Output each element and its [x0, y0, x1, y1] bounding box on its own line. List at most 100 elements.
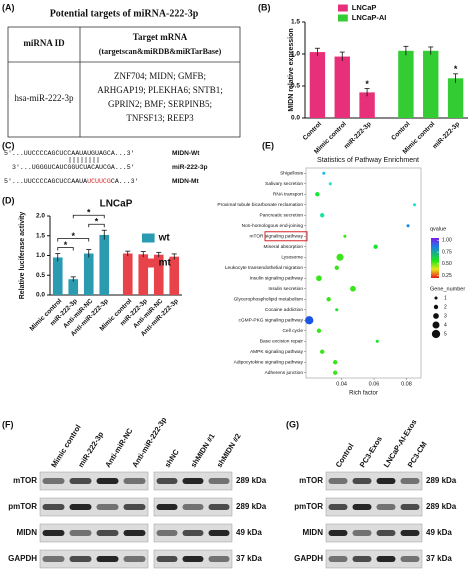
size-key-label: 5	[444, 331, 447, 337]
y-tick-label: 0.5	[36, 272, 45, 279]
row-label: pmTOR	[8, 502, 37, 511]
y-tick-label: 1.0	[36, 252, 45, 259]
column-note: (targetscan&miRDB&miRTarBase)	[99, 47, 222, 56]
comparison-label: *	[87, 208, 91, 218]
comparison-label: *	[95, 217, 99, 227]
legend-title: Gene_number	[430, 286, 465, 292]
blot-strip	[39, 523, 149, 543]
point	[326, 297, 331, 302]
x-axis-label: Rich factor	[349, 391, 378, 397]
y-tick-label: mTOR signaling pathway	[249, 234, 303, 240]
y-tick-label: Insulin signaling pathway	[250, 276, 304, 282]
blot-strip	[325, 497, 423, 517]
table-title: Potential targets of miRNA-222-3p	[50, 8, 199, 19]
y-axis-label: MIDN relative expression	[288, 28, 295, 111]
point	[315, 192, 320, 197]
point	[332, 360, 338, 365]
band	[69, 530, 92, 536]
point	[319, 349, 325, 354]
band	[328, 530, 348, 536]
point	[332, 370, 338, 375]
sequence-part: 3'...UGGGUCAUCGGUCUACAUCGA...5'	[12, 164, 135, 171]
band	[42, 556, 65, 562]
sequence-part: 5'...UUCCCCAGCUCCAAUAUGUAGCA...3'	[4, 150, 135, 157]
colorbar-label: 0.50	[442, 261, 452, 267]
band	[352, 504, 372, 510]
band	[69, 478, 92, 484]
point	[350, 285, 356, 292]
size-key-label: 3	[444, 313, 447, 319]
band	[69, 556, 92, 562]
band	[208, 504, 230, 510]
row-label: MIDN	[17, 528, 38, 537]
band	[376, 478, 396, 484]
y-tick-label: 1.0	[291, 51, 300, 58]
row-label: mTOR	[299, 476, 323, 485]
y-tick-label: 0.0	[36, 292, 45, 299]
legend-title: qvalue	[430, 226, 446, 232]
legend-label: mt	[159, 258, 172, 269]
panel-label: (C)	[2, 140, 15, 150]
legend-swatch	[338, 14, 348, 22]
lane-label: shNC	[163, 447, 181, 469]
bar	[99, 234, 110, 295]
panel-label: (D)	[2, 195, 15, 205]
bar	[153, 254, 164, 295]
panel-label: (B)	[258, 2, 271, 12]
row-label: GAPDH	[294, 554, 323, 563]
band	[208, 530, 230, 536]
y-tick-label: Adherens junction	[265, 370, 304, 376]
band	[156, 478, 178, 484]
lane-label: shMIDN #1	[189, 432, 217, 469]
band	[376, 504, 396, 510]
sequence-name: MIDN-Wt	[172, 150, 200, 157]
bar	[83, 253, 94, 295]
y-tick-label: Proximal tubule bicarbonate reclamation	[217, 202, 303, 208]
point	[406, 224, 410, 228]
y-tick-label: Base excision repair	[260, 339, 304, 345]
band	[208, 478, 230, 484]
legend-swatch	[142, 233, 155, 243]
comparison-label: *	[64, 240, 68, 250]
point	[336, 253, 344, 261]
comparison-label: *	[71, 231, 75, 241]
y-tick-label: AMPK signaling pathway	[250, 349, 304, 355]
size-label: 289 kDa	[426, 476, 457, 485]
column-header: Target mRNA	[133, 32, 188, 42]
band	[42, 530, 65, 536]
bar	[334, 56, 350, 118]
y-tick-label: Glycerophospholipid metabolism	[234, 297, 303, 303]
point	[335, 308, 339, 312]
band	[376, 530, 396, 536]
y-tick-label: cGMP-PKG signaling pathway	[238, 318, 303, 324]
band	[328, 504, 348, 510]
size-key	[433, 304, 439, 310]
y-tick-label: 0.0	[291, 115, 300, 122]
bar	[138, 254, 149, 295]
y-tick-label: Cell cycle	[282, 328, 303, 334]
sequence-part: 5'...UUCCCCAGCUCCAAUA	[4, 178, 87, 185]
legend-swatch	[338, 4, 348, 12]
band	[96, 556, 119, 562]
y-tick-label: Insulin secretion	[268, 286, 303, 292]
point	[316, 328, 322, 333]
y-tick-label: Mineral absorption	[264, 244, 304, 250]
band	[400, 556, 420, 562]
row-label: pmTOR	[294, 502, 323, 511]
band	[42, 478, 65, 484]
band	[96, 504, 119, 510]
table-cell: ZNF704; MIDN; GMFB;	[114, 71, 206, 81]
lane-label: PC3-CM	[406, 440, 429, 469]
x-tick-label: 0.04	[336, 381, 347, 387]
lane-label: Anti-miR-222-3p	[130, 415, 168, 469]
significance-mark: *	[454, 64, 458, 74]
panel-label: (A)	[2, 2, 15, 12]
band	[328, 556, 348, 562]
x-tick-label: miR-222-3p	[431, 121, 461, 151]
row-label: mTOR	[13, 476, 37, 485]
size-label: 49 kDa	[236, 528, 262, 537]
band	[123, 478, 146, 484]
sequence: 3'...UGGGUCAUCGGUCUACAUCGA...5'	[12, 164, 135, 171]
panel-label: (E)	[262, 140, 274, 150]
y-tick-label: 1.5	[36, 232, 45, 239]
